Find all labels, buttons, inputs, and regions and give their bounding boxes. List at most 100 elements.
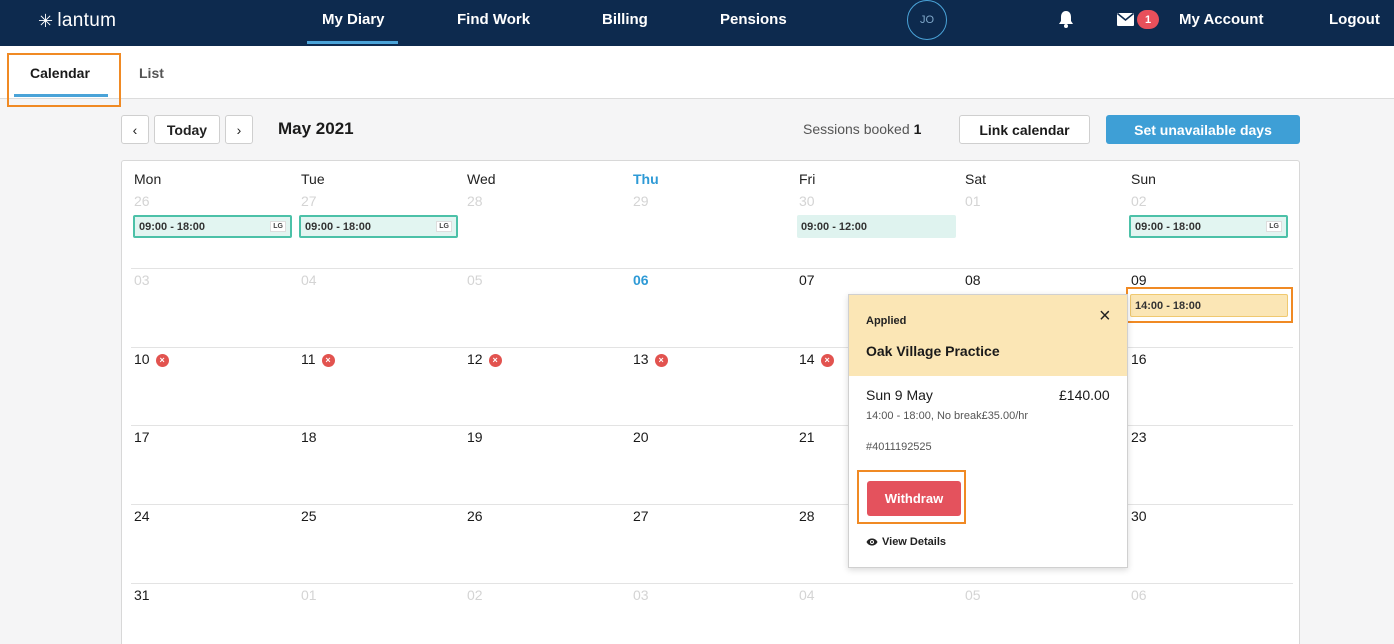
day-cell[interactable]: 04 bbox=[301, 272, 317, 288]
weekday-header: Sat bbox=[965, 171, 987, 187]
day-cell[interactable]: 03 bbox=[134, 272, 150, 288]
session-time: 09:00 - 18:00 bbox=[305, 220, 372, 233]
day-cell[interactable]: 30 bbox=[799, 193, 815, 209]
week-divider bbox=[131, 425, 1293, 426]
month-title: May 2021 bbox=[278, 119, 354, 138]
day-cell-today[interactable]: 06 bbox=[633, 272, 649, 288]
applied-session-highlight bbox=[1126, 287, 1293, 323]
day-cell[interactable]: 19 bbox=[467, 429, 483, 445]
close-icon[interactable]: × bbox=[1099, 305, 1111, 327]
session-time: 09:00 - 12:00 bbox=[801, 220, 868, 233]
weekday-header: Fri bbox=[799, 171, 816, 187]
bell-icon[interactable] bbox=[1058, 10, 1074, 28]
day-cell[interactable]: 10 × bbox=[134, 351, 169, 367]
weekday-header-today: Thu bbox=[633, 171, 659, 187]
nav-my-account[interactable]: My Account bbox=[1179, 11, 1264, 28]
day-cell[interactable]: 25 bbox=[301, 508, 317, 524]
avatar[interactable]: JO bbox=[907, 0, 947, 40]
day-cell[interactable]: 04 bbox=[799, 587, 815, 603]
day-cell[interactable]: 28 bbox=[799, 508, 815, 524]
day-cell[interactable]: 05 bbox=[467, 272, 483, 288]
week-divider bbox=[131, 583, 1293, 584]
session-time: 09:00 - 18:00 bbox=[1135, 220, 1202, 233]
day-cell[interactable]: 08 bbox=[965, 272, 981, 288]
session-available[interactable]: 09:00 - 12:00 bbox=[797, 215, 956, 238]
eye-icon bbox=[866, 538, 878, 546]
calendar-tab-highlight bbox=[7, 53, 121, 107]
location-tag: LG bbox=[270, 221, 286, 232]
nav-billing[interactable]: Billing bbox=[602, 11, 648, 28]
lantum-logo[interactable]: ✳ lantum bbox=[38, 10, 116, 32]
day-number: 14 bbox=[799, 351, 815, 367]
view-details-link[interactable]: View Details bbox=[866, 536, 946, 548]
day-cell[interactable]: 24 bbox=[134, 508, 150, 524]
week-divider bbox=[131, 504, 1293, 505]
sessions-booked: Sessions booked 1 bbox=[803, 121, 921, 137]
next-month-button[interactable]: › bbox=[225, 115, 253, 144]
set-unavailable-days-button[interactable]: Set unavailable days bbox=[1106, 115, 1300, 144]
day-cell[interactable]: 03 bbox=[633, 587, 649, 603]
link-calendar-button[interactable]: Link calendar bbox=[959, 115, 1090, 144]
nav-my-diary[interactable]: My Diary bbox=[322, 11, 385, 28]
weekday-header: Mon bbox=[134, 171, 162, 187]
sessions-booked-count: 1 bbox=[913, 121, 922, 137]
day-cell[interactable]: 29 bbox=[633, 193, 649, 209]
day-cell[interactable]: 20 bbox=[633, 429, 649, 445]
day-cell[interactable]: 12 × bbox=[467, 351, 502, 367]
unread-badge: 1 bbox=[1137, 10, 1159, 29]
view-tabs: Calendar List bbox=[0, 46, 1394, 99]
day-cell[interactable]: 11 × bbox=[301, 351, 335, 367]
day-cell[interactable]: 14 × bbox=[799, 351, 834, 367]
prev-month-button[interactable]: ‹ bbox=[121, 115, 149, 144]
day-cell[interactable]: 02 bbox=[1131, 193, 1147, 209]
session-booked[interactable]: 09:00 - 18:00 LG bbox=[133, 215, 292, 238]
day-cell[interactable]: 16 bbox=[1131, 351, 1147, 367]
day-number: 12 bbox=[467, 351, 483, 367]
unavailable-icon: × bbox=[654, 354, 668, 367]
day-cell[interactable]: 21 bbox=[799, 429, 815, 445]
session-price: £140.00 bbox=[1059, 387, 1110, 403]
session-booked[interactable]: 09:00 - 18:00 LG bbox=[299, 215, 458, 238]
today-button[interactable]: Today bbox=[154, 115, 220, 144]
lantum-star-icon: ✳ bbox=[38, 10, 54, 31]
location-tag: LG bbox=[436, 221, 452, 232]
day-cell[interactable]: 18 bbox=[301, 429, 317, 445]
day-cell[interactable]: 23 bbox=[1131, 429, 1147, 445]
session-applied[interactable]: 14:00 - 18:00 bbox=[1130, 294, 1288, 317]
sessions-booked-label: Sessions booked bbox=[803, 121, 910, 137]
session-status: Applied bbox=[866, 315, 907, 327]
day-cell[interactable]: 06 bbox=[1131, 587, 1147, 603]
day-cell[interactable]: 31 bbox=[134, 587, 150, 603]
session-popover: Applied × Oak Village Practice Sun 9 May… bbox=[848, 294, 1128, 568]
nav-active-indicator bbox=[307, 41, 398, 44]
day-cell[interactable]: 28 bbox=[467, 193, 483, 209]
nav-pensions[interactable]: Pensions bbox=[720, 11, 787, 28]
day-cell[interactable]: 01 bbox=[965, 193, 981, 209]
day-cell[interactable]: 09 bbox=[1131, 272, 1147, 288]
unavailable-icon: × bbox=[321, 354, 335, 367]
view-details-label: View Details bbox=[882, 536, 946, 548]
brand-name: lantum bbox=[57, 10, 117, 31]
week-divider bbox=[131, 347, 1293, 348]
day-cell[interactable]: 26 bbox=[467, 508, 483, 524]
nav-find-work[interactable]: Find Work bbox=[457, 11, 531, 28]
envelope-icon[interactable] bbox=[1117, 13, 1134, 26]
day-cell[interactable]: 27 bbox=[633, 508, 649, 524]
day-cell[interactable]: 26 bbox=[134, 193, 150, 209]
day-number: 10 bbox=[134, 351, 150, 367]
day-cell[interactable]: 07 bbox=[799, 272, 815, 288]
tab-list[interactable]: List bbox=[139, 65, 164, 81]
day-cell[interactable]: 05 bbox=[965, 587, 981, 603]
day-cell[interactable]: 27 bbox=[301, 193, 317, 209]
practice-name: Oak Village Practice bbox=[866, 343, 1000, 359]
withdraw-button[interactable]: Withdraw bbox=[867, 481, 961, 516]
nav-logout[interactable]: Logout bbox=[1329, 11, 1380, 28]
day-cell[interactable]: 02 bbox=[467, 587, 483, 603]
day-cell[interactable]: 01 bbox=[301, 587, 317, 603]
unavailable-icon: × bbox=[820, 354, 834, 367]
tab-calendar[interactable]: Calendar bbox=[30, 65, 90, 81]
day-cell[interactable]: 17 bbox=[134, 429, 150, 445]
day-cell[interactable]: 13 × bbox=[633, 351, 668, 367]
day-cell[interactable]: 30 bbox=[1131, 508, 1147, 524]
session-booked[interactable]: 09:00 - 18:00 LG bbox=[1129, 215, 1288, 238]
